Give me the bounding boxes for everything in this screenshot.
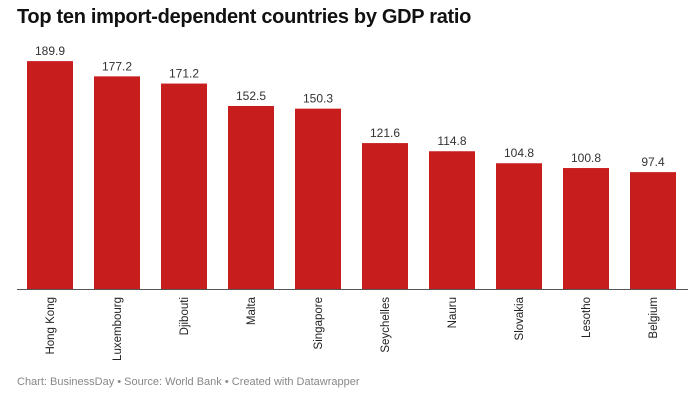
value-label: 121.6 bbox=[370, 126, 400, 140]
bar bbox=[429, 151, 475, 289]
value-label: 100.8 bbox=[571, 151, 601, 165]
value-label: 97.4 bbox=[641, 155, 665, 169]
category-label: Slovakia bbox=[514, 296, 526, 340]
category-label: Djibouti bbox=[179, 297, 191, 335]
bar bbox=[228, 106, 274, 289]
category-label: Seychelles bbox=[380, 297, 392, 353]
value-label: 152.5 bbox=[236, 89, 266, 103]
chart-footer: Chart: BusinessDay • Source: World Bank … bbox=[17, 376, 360, 388]
category-label: Malta bbox=[246, 296, 258, 325]
bar-chart: 189.9 Hong Kong 177.2 Luxembourg 171.2 Djibou… bbox=[17, 44, 688, 361]
value-label: 114.8 bbox=[437, 134, 466, 148]
value-label: 189.9 bbox=[35, 44, 65, 58]
bar bbox=[630, 172, 676, 289]
category-label: Nauru bbox=[447, 297, 459, 328]
bar bbox=[563, 168, 609, 289]
bar bbox=[295, 108, 341, 289]
value-label: 171.2 bbox=[169, 67, 199, 81]
category-label: Luxembourg bbox=[112, 297, 124, 361]
value-label: 150.3 bbox=[303, 92, 333, 106]
bar bbox=[27, 61, 73, 290]
category-label: Belgium bbox=[648, 297, 660, 339]
chart-title: Top ten import-dependent countries by GD… bbox=[17, 6, 472, 28]
bar bbox=[362, 143, 408, 289]
category-label: Singapore bbox=[313, 297, 325, 349]
value-label: 177.2 bbox=[102, 59, 132, 73]
bar bbox=[496, 163, 542, 289]
bar bbox=[161, 83, 207, 289]
bar bbox=[94, 76, 140, 289]
value-label: 104.8 bbox=[504, 146, 534, 160]
category-label: Hong Kong bbox=[45, 297, 57, 355]
category-label: Lesotho bbox=[581, 297, 593, 338]
